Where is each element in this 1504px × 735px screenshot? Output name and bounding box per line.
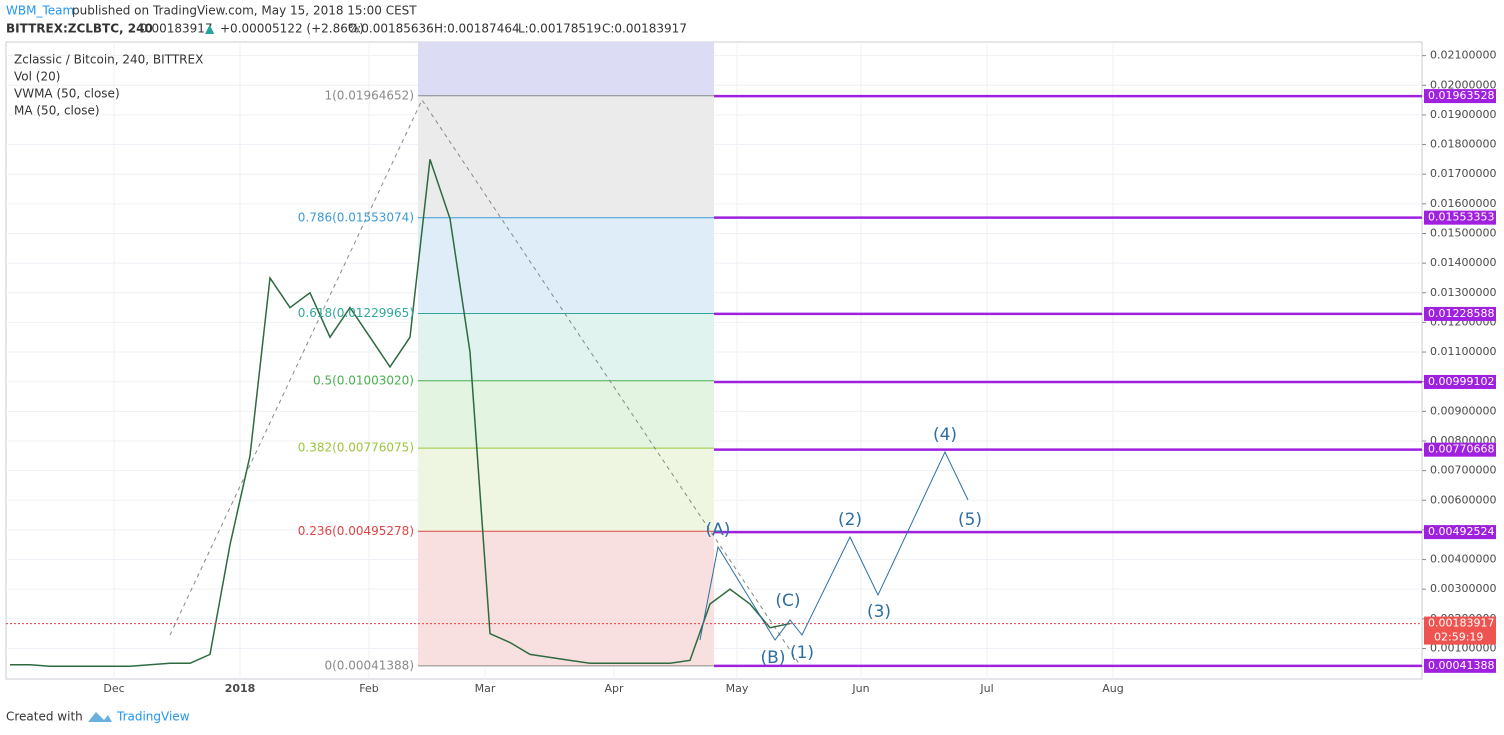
x-tick-label: Feb [359, 682, 378, 695]
axes: 0.001000000.002000000.003000000.00400000… [103, 49, 1496, 695]
y-tick-label: 0.00100000 [1430, 641, 1496, 654]
fib-label: 0.236(0.00495278) [298, 524, 414, 538]
series-name: Zclassic / Bitcoin, 240, BITTREX [14, 53, 203, 67]
annotations: 1(0.01964652) 0.786(0.01553074) 0.618(0.01… [298, 88, 982, 672]
price-tag [1424, 306, 1496, 321]
x-tick-label: Jun [851, 682, 869, 695]
wave-path [699, 450, 969, 641]
x-tick-label: Dec [103, 682, 124, 695]
wave-label: (1) [790, 643, 814, 663]
fib-zone [418, 313, 714, 381]
price-tag [1424, 525, 1496, 540]
username[interactable]: WBM_Team [6, 4, 74, 18]
fib-label: 0.382(0.00776075) [298, 441, 414, 455]
wave-label: (4) [933, 425, 957, 445]
fib-zone [418, 531, 714, 666]
x-tick-label: Jul [979, 682, 993, 695]
y-tick-label: 0.02100000 [1430, 49, 1496, 62]
symbol: BITTREX:ZCLBTC, 240 [6, 22, 153, 36]
price-tag-label: 0.01963528 [1428, 89, 1494, 102]
fib-zone [418, 217, 714, 314]
wave-label: (3) [867, 602, 891, 622]
wave-label: (C) [775, 591, 800, 611]
y-tick-label: 0.01800000 [1430, 138, 1496, 151]
price-tag [1424, 658, 1496, 673]
x-tick-label: Apr [604, 682, 624, 695]
price-tag-label: 0.01228588 [1428, 307, 1494, 320]
fib-label: 0.5(0.01003020) [313, 373, 414, 387]
countdown: 02:59:19 [1434, 631, 1483, 644]
y-tick-label: 0.01500000 [1430, 226, 1496, 239]
x-tick-label: Aug [1102, 682, 1123, 695]
wave-label: (B) [761, 648, 786, 668]
price-tag-label: 0.01553353 [1428, 211, 1494, 224]
y-tick-label: 0.02000000 [1430, 78, 1496, 91]
fib-retracement [418, 42, 714, 667]
arrow: ▲ [205, 22, 215, 36]
close: C:0.00183917 [602, 22, 687, 36]
y-tick-label: 0.00300000 [1430, 582, 1496, 595]
last-price-label: 0.00183917 [1428, 617, 1494, 630]
price-tag [1424, 89, 1496, 104]
price-line [10, 159, 791, 668]
y-tick-label: 0.01900000 [1430, 108, 1496, 121]
fib-zone [418, 380, 714, 449]
price-tag-label: 0.00041388 [1428, 659, 1494, 672]
y-tick-label: 0.01400000 [1430, 256, 1496, 269]
brand[interactable]: TradingView [116, 710, 190, 724]
indicator: Vol (20) [14, 70, 60, 84]
fib-zone [418, 42, 714, 96]
indicator: MA (50, close) [14, 104, 100, 118]
logo [88, 712, 112, 722]
y-tick-label: 0.01600000 [1430, 197, 1496, 210]
y-tick-label: 0.00600000 [1430, 493, 1496, 506]
x-tick-label: Mar [475, 682, 496, 695]
fib-label: 1(0.01964652) [324, 88, 414, 102]
x-tick-label: 2018 [225, 682, 256, 695]
plot [10, 98, 801, 668]
y-tick-label: 0.01700000 [1430, 167, 1496, 180]
price-tag [1424, 210, 1496, 225]
wave-label: (2) [838, 510, 862, 530]
fib-zone [418, 95, 714, 218]
high: H:0.00187464 [434, 22, 520, 36]
footer-text: Created with [6, 710, 83, 724]
price-tag [1424, 374, 1496, 389]
y-tick-label: 0.01300000 [1430, 286, 1496, 299]
wave-label: (5) [958, 510, 982, 530]
price-tag-label: 0.00770668 [1428, 443, 1494, 456]
y-tick-label: 0.01100000 [1430, 345, 1496, 358]
wave-label: (A) [706, 520, 731, 540]
change: +0.00005122 (+2.86%) [220, 22, 364, 36]
indicator: VWMA (50, close) [14, 87, 120, 101]
y-tick-label: 0.00900000 [1430, 404, 1496, 417]
low: L:0.00178519 [518, 22, 601, 36]
price-tag [1424, 442, 1496, 457]
price: 0.00183917 [140, 22, 213, 36]
fib-label: 0(0.00041388) [324, 658, 414, 672]
open: O:0.00185636 [348, 22, 434, 36]
published: published on TradingView.com, May 15, 20… [72, 4, 417, 18]
fib-label: 0.786(0.01553074) [298, 210, 414, 224]
price-tag-label: 0.00492524 [1428, 525, 1494, 538]
y-tick-label: 0.00400000 [1430, 553, 1496, 566]
price-tag-label: 0.00999102 [1428, 375, 1494, 388]
x-tick-label: May [726, 682, 749, 695]
y-tick-label: 0.00700000 [1430, 464, 1496, 477]
price-lines [6, 94, 1422, 668]
fib-zone [418, 448, 714, 532]
last-price-tag [1424, 616, 1496, 645]
fib-label: 0.618(0.01229965) [298, 306, 414, 320]
